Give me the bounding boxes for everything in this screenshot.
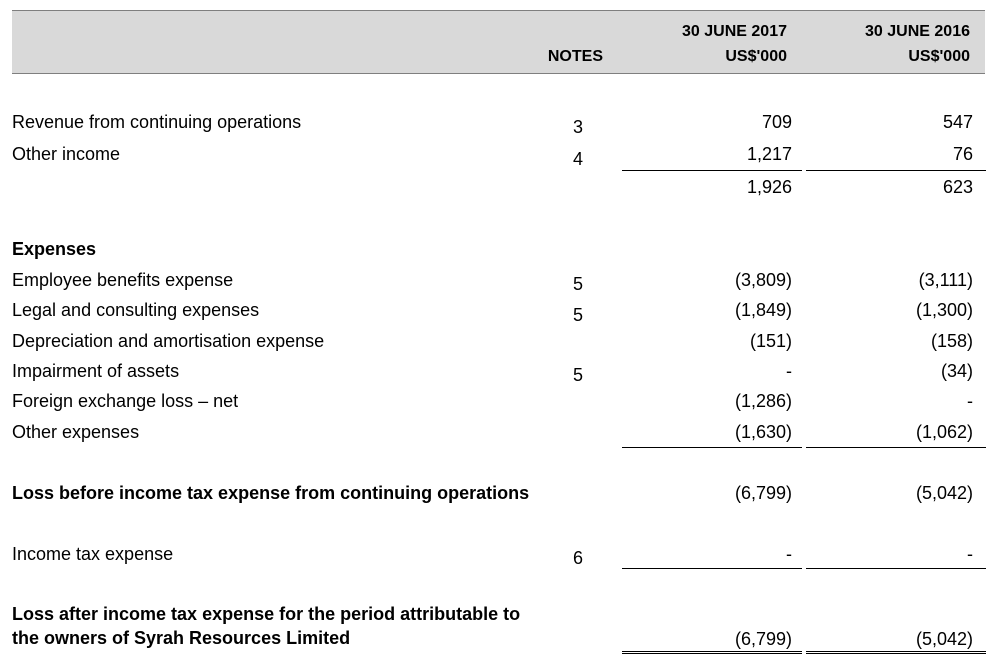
row-note-legal: 5 (572, 305, 583, 325)
subtotal-rule-2017 (622, 170, 802, 171)
row-note-employee: 5 (572, 274, 583, 294)
row-value-2017-depreciation: (151) (749, 331, 792, 351)
row-label-legal: Legal and consulting expenses (12, 300, 260, 320)
row-label-loss-after-tax-line1: Loss after income tax expense for the pe… (12, 604, 521, 624)
row-value-2016-income-tax: - (967, 544, 973, 564)
row-label-fx-loss: Foreign exchange loss – net (12, 391, 239, 411)
row-value-2017-other-expenses: (1,630) (734, 422, 792, 442)
expenses-rule-2017 (622, 447, 802, 448)
row-value-2017-loss-after-tax: (6,799) (734, 629, 792, 649)
row-value-2017-legal: (1,849) (734, 300, 792, 320)
row-label-impairment: Impairment of assets (12, 361, 180, 381)
row-label-other-expenses: Other expenses (12, 422, 140, 442)
row-value-2017-impairment: - (786, 361, 792, 381)
row-value-2016-other-income: 76 (952, 144, 973, 164)
row-value-2016-other-expenses: (1,062) (915, 422, 973, 442)
row-note-revenue: 3 (572, 117, 583, 137)
subtotal-value-2017: 1,926 (746, 177, 792, 197)
row-note-income-tax: 6 (572, 548, 583, 568)
row-value-2016-depreciation: (158) (930, 331, 973, 351)
row-value-2016-loss-after-tax: (5,042) (915, 629, 973, 649)
row-value-2017-loss-before-tax: (6,799) (734, 483, 792, 503)
col-2016-header: 30 JUNE 2016 (865, 23, 970, 40)
row-value-2017-employee: (3,809) (734, 270, 792, 290)
row-value-2016-legal: (1,300) (915, 300, 973, 320)
row-value-2016-revenue: 547 (942, 112, 973, 132)
row-label-revenue: Revenue from continuing operations (12, 112, 302, 132)
row-label-employee: Employee benefits expense (12, 270, 234, 290)
row-value-2017-other-income: 1,217 (746, 144, 792, 164)
row-label-other-income: Other income (12, 144, 121, 164)
row-label-loss-after-tax-line2: the owners of Syrah Resources Limited (12, 628, 351, 648)
row-note-other-income: 4 (572, 149, 583, 169)
row-value-2016-employee: (3,111) (918, 270, 973, 290)
col-2017-header: 30 JUNE 2017 (682, 23, 787, 40)
col-2016-currency: US$'000 (908, 48, 970, 65)
notes-column-header: NOTES (547, 48, 603, 65)
row-value-2017-income-tax: - (786, 544, 792, 564)
row-label-income-tax: Income tax expense (12, 544, 174, 564)
row-value-2017-fx-loss: (1,286) (734, 391, 792, 411)
total-double-rule-2016 (806, 651, 986, 654)
expenses-rule-2016 (806, 447, 986, 448)
total-double-rule-2017 (622, 651, 802, 654)
expenses-heading: Expenses (12, 239, 97, 259)
tax-rule-2017 (622, 568, 802, 569)
subtotal-value-2016: 623 (942, 177, 973, 197)
row-label-loss-before-tax: Loss before income tax expense from cont… (12, 483, 530, 503)
row-value-2017-revenue: 709 (761, 112, 792, 132)
row-note-impairment: 5 (572, 365, 583, 385)
tax-rule-2016 (806, 568, 986, 569)
table-header-band (12, 10, 985, 74)
row-value-2016-impairment: (34) (940, 361, 973, 381)
row-value-2016-fx-loss: - (967, 391, 973, 411)
row-value-2016-loss-before-tax: (5,042) (915, 483, 973, 503)
col-2017-currency: US$'000 (725, 48, 787, 65)
subtotal-rule-2016 (806, 170, 986, 171)
row-label-depreciation: Depreciation and amortisation expense (12, 331, 325, 351)
